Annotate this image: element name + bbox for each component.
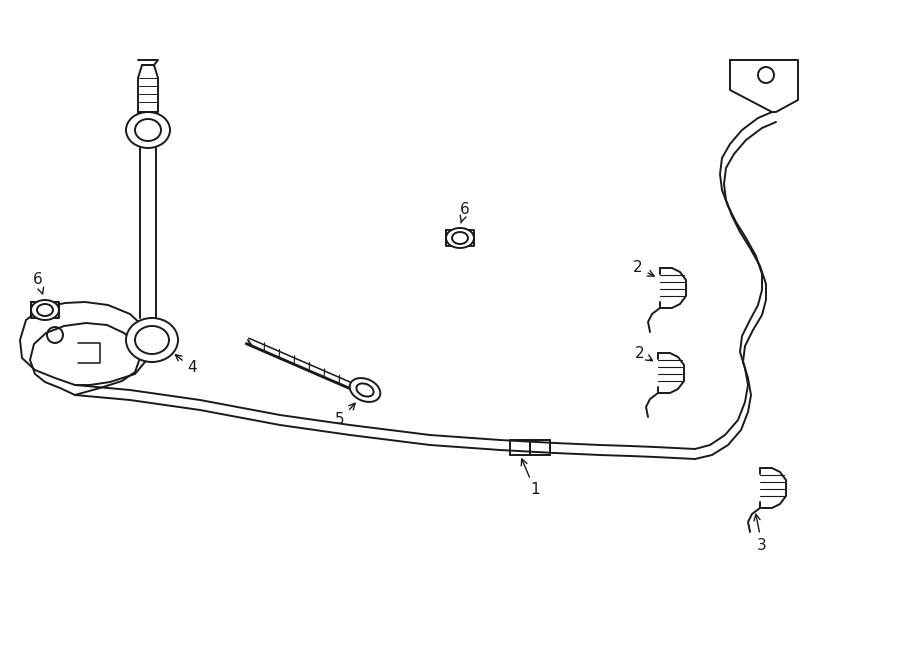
Text: 2: 2 [635,346,652,361]
Text: 2: 2 [634,260,654,276]
Text: 6: 6 [33,272,43,294]
Ellipse shape [350,378,381,402]
Ellipse shape [126,112,170,148]
Text: 1: 1 [521,459,540,498]
Text: 4: 4 [176,355,197,375]
Text: 5: 5 [335,403,356,428]
Text: 3: 3 [754,514,767,553]
Ellipse shape [126,318,178,362]
Text: 6: 6 [460,202,470,223]
Ellipse shape [446,228,474,248]
Ellipse shape [31,300,59,320]
